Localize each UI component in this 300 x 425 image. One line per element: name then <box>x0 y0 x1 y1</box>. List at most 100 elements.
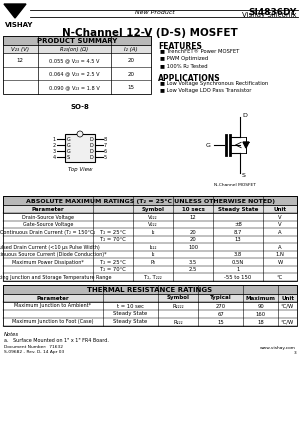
Text: www.vishay.com: www.vishay.com <box>260 346 296 349</box>
Text: ■ TrenchFET® Power MOSFET: ■ TrenchFET® Power MOSFET <box>160 49 239 54</box>
Text: Pulsed Drain Current (<10 μs Pulse Width): Pulsed Drain Current (<10 μs Pulse Width… <box>0 245 100 250</box>
Text: APPLICATIONS: APPLICATIONS <box>158 74 220 83</box>
Text: G: G <box>205 142 210 147</box>
Bar <box>3 196 297 205</box>
Text: Symbol: Symbol <box>142 207 164 212</box>
Text: Notes: Notes <box>4 332 19 337</box>
Text: -55 to 150: -55 to 150 <box>224 275 252 280</box>
Text: 20: 20 <box>190 230 196 235</box>
Text: 7: 7 <box>104 143 107 148</box>
Text: Parameter: Parameter <box>37 295 69 300</box>
Text: 1: 1 <box>236 267 240 272</box>
Bar <box>3 284 297 326</box>
Text: °C: °C <box>277 275 283 280</box>
Text: 15: 15 <box>217 320 224 325</box>
Text: New Product: New Product <box>135 9 175 14</box>
Text: D: D <box>89 155 93 160</box>
Text: 3.8: 3.8 <box>234 252 242 257</box>
Text: T₂, T₂₂₂: T₂, T₂₂₂ <box>144 275 162 280</box>
Text: 4: 4 <box>53 155 56 160</box>
Text: V₂₃ (V): V₂₃ (V) <box>11 47 29 52</box>
Text: G: G <box>67 137 71 142</box>
Text: R₂₂₂₂: R₂₂₂₂ <box>172 303 184 309</box>
Text: °C/W: °C/W <box>281 303 294 309</box>
Circle shape <box>77 131 83 137</box>
Text: W: W <box>278 260 283 265</box>
Text: 20: 20 <box>128 71 134 76</box>
Text: V: V <box>278 215 282 220</box>
Bar <box>3 205 297 213</box>
Text: D: D <box>89 143 93 148</box>
Text: Maximum Junction to Foot (Case): Maximum Junction to Foot (Case) <box>12 320 94 325</box>
Text: V₂₂₂: V₂₂₂ <box>148 215 158 220</box>
Text: N-Channel 12-V (D-S) MOSFET: N-Channel 12-V (D-S) MOSFET <box>62 28 238 38</box>
Text: V: V <box>278 222 282 227</box>
Text: 8.7: 8.7 <box>234 230 242 235</box>
Text: SO-8: SO-8 <box>70 104 89 110</box>
Text: 1: 1 <box>53 137 56 142</box>
Text: Document Number:  71632: Document Number: 71632 <box>4 346 63 349</box>
Text: G: G <box>67 143 71 148</box>
Text: D: D <box>89 149 93 154</box>
Text: Operating Junction and Storage Temperature Range: Operating Junction and Storage Temperatu… <box>0 275 112 280</box>
Text: 67: 67 <box>217 312 224 317</box>
Text: 10 secs: 10 secs <box>182 207 204 212</box>
Polygon shape <box>243 142 249 148</box>
Bar <box>65 134 95 162</box>
Text: 12: 12 <box>190 215 196 220</box>
Text: ABSOLUTE MAXIMUM RATINGS (T₂ = 25°C UNLESS OTHERWISE NOTED): ABSOLUTE MAXIMUM RATINGS (T₂ = 25°C UNLE… <box>26 198 275 204</box>
Text: ■ Low Voltage Synchronous Rectification: ■ Low Voltage Synchronous Rectification <box>160 81 268 86</box>
Text: Vishay Siliconix: Vishay Siliconix <box>242 12 297 18</box>
Text: PRODUCT SUMMARY: PRODUCT SUMMARY <box>37 38 117 44</box>
Text: T₂ = 70°C: T₂ = 70°C <box>100 267 126 272</box>
Text: Continuous Drain Current (T₂ = 150°C₂: Continuous Drain Current (T₂ = 150°C₂ <box>0 230 96 235</box>
Text: 0.5N: 0.5N <box>232 260 244 265</box>
Text: Top View: Top View <box>68 167 92 172</box>
Text: T₂ = 25°C: T₂ = 25°C <box>100 230 126 235</box>
Bar <box>3 45 151 53</box>
Polygon shape <box>4 4 26 18</box>
Text: D: D <box>89 137 93 142</box>
Text: 2: 2 <box>53 143 56 148</box>
Text: 1.N: 1.N <box>276 252 284 257</box>
Text: ■ PWM Optimized: ■ PWM Optimized <box>160 56 208 61</box>
Text: Steady State: Steady State <box>113 312 148 317</box>
Text: VISHAY: VISHAY <box>5 22 33 28</box>
Text: 270: 270 <box>215 303 226 309</box>
Text: V₂₂₂: V₂₂₂ <box>148 222 158 227</box>
Text: SI4836DY: SI4836DY <box>249 8 297 17</box>
Text: I₂₂₂: I₂₂₂ <box>149 245 157 250</box>
Text: G: G <box>67 149 71 154</box>
Text: 20: 20 <box>128 58 134 63</box>
Text: Steady State: Steady State <box>218 207 258 212</box>
Text: Maximum: Maximum <box>246 295 275 300</box>
Text: 12: 12 <box>16 58 23 63</box>
Text: Typical: Typical <box>210 295 231 300</box>
Text: I₂: I₂ <box>151 252 155 257</box>
Text: 6: 6 <box>104 149 107 154</box>
Text: Symbol: Symbol <box>167 295 190 300</box>
Text: 3.5: 3.5 <box>189 260 197 265</box>
Text: S-09682 - Rev. D, 14 Apr 03: S-09682 - Rev. D, 14 Apr 03 <box>4 351 64 354</box>
Bar <box>3 196 297 280</box>
Text: A: A <box>278 245 282 250</box>
Text: I₂: I₂ <box>151 230 155 235</box>
Text: P₂: P₂ <box>150 260 156 265</box>
Text: 90: 90 <box>257 303 264 309</box>
Text: S: S <box>242 173 246 178</box>
Text: 3: 3 <box>293 351 296 354</box>
Text: 2.5: 2.5 <box>189 267 197 272</box>
Text: FEATURES: FEATURES <box>158 42 202 51</box>
Text: Maximum Junction to Ambient*: Maximum Junction to Ambient* <box>14 303 92 309</box>
Text: D: D <box>242 113 247 118</box>
Text: 18: 18 <box>257 320 264 325</box>
Text: I₂ (A): I₂ (A) <box>124 47 138 52</box>
Text: R₂₃(on) (Ω): R₂₃(on) (Ω) <box>60 47 88 52</box>
Bar <box>3 284 297 294</box>
Text: °C/W: °C/W <box>281 320 294 325</box>
Text: 15: 15 <box>128 85 134 90</box>
Text: THERMAL RESISTANCE RATINGS: THERMAL RESISTANCE RATINGS <box>87 286 213 292</box>
Text: N-Channel MOSFET: N-Channel MOSFET <box>214 183 256 187</box>
Bar <box>3 36 151 94</box>
Text: Gate-Source Voltage: Gate-Source Voltage <box>23 222 73 227</box>
